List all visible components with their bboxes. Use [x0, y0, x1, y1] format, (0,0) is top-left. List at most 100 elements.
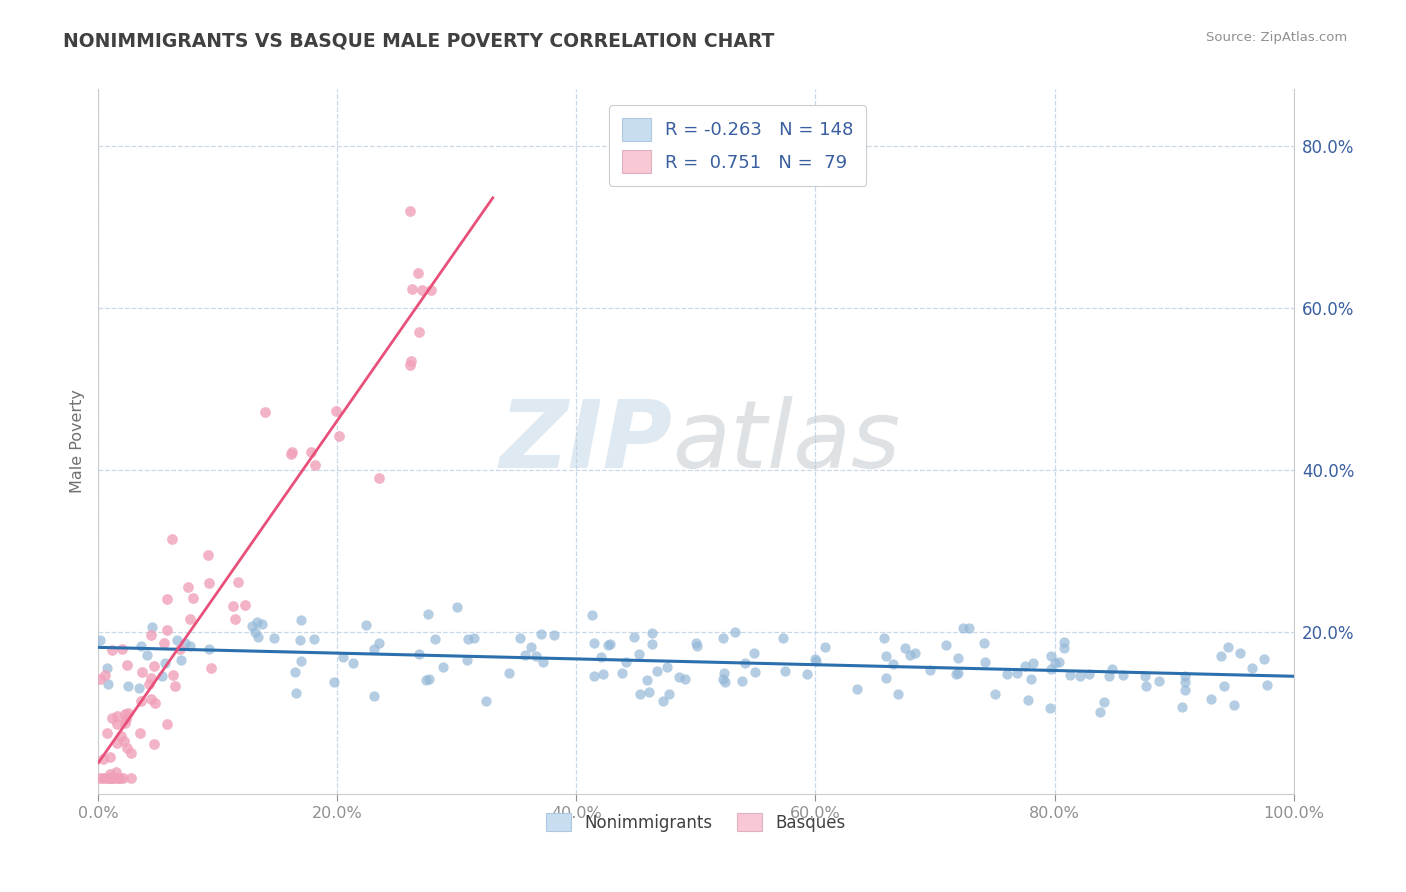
- Point: [423, 632, 446, 646]
- Point: [243, 624, 266, 639]
- Point: [281, 445, 304, 459]
- Point: [120, 771, 142, 785]
- Point: [97, 677, 120, 691]
- Point: [583, 669, 606, 683]
- Point: [1223, 698, 1246, 713]
- Point: [301, 444, 323, 458]
- Point: [845, 681, 868, 696]
- Point: [89, 632, 111, 647]
- Point: [599, 637, 621, 651]
- Point: [543, 627, 565, 641]
- Point: [463, 632, 485, 646]
- Point: [1174, 682, 1197, 697]
- Point: [363, 689, 385, 703]
- Point: [623, 630, 645, 644]
- Point: [138, 677, 160, 691]
- Point: [1216, 640, 1239, 654]
- Point: [156, 591, 179, 606]
- Point: [162, 667, 184, 681]
- Legend: Nonimmigrants, Basques: Nonimmigrants, Basques: [540, 806, 852, 838]
- Point: [524, 648, 547, 663]
- Point: [304, 458, 326, 472]
- Point: [530, 627, 553, 641]
- Point: [446, 599, 468, 614]
- Point: [903, 647, 925, 661]
- Point: [957, 621, 980, 635]
- Point: [995, 666, 1018, 681]
- Point: [456, 653, 478, 667]
- Point: [668, 670, 690, 684]
- Point: [744, 665, 766, 680]
- Point: [641, 626, 664, 640]
- Point: [246, 630, 269, 644]
- Point: [105, 716, 128, 731]
- Point: [411, 283, 433, 297]
- Point: [1039, 701, 1062, 715]
- Point: [1101, 662, 1123, 676]
- Point: [401, 353, 423, 368]
- Point: [115, 712, 138, 726]
- Point: [107, 771, 129, 785]
- Point: [173, 636, 195, 650]
- Point: [1039, 662, 1062, 676]
- Point: [240, 619, 263, 633]
- Point: [973, 636, 995, 650]
- Point: [197, 642, 219, 657]
- Point: [731, 673, 754, 688]
- Point: [96, 726, 118, 740]
- Point: [91, 771, 114, 785]
- Point: [166, 632, 188, 647]
- Point: [290, 655, 312, 669]
- Point: [418, 672, 440, 686]
- Point: [143, 696, 166, 710]
- Point: [150, 669, 173, 683]
- Point: [104, 764, 127, 779]
- Point: [920, 663, 942, 677]
- Point: [1240, 661, 1263, 675]
- Y-axis label: Male Poverty: Male Poverty: [69, 390, 84, 493]
- Point: [114, 707, 136, 722]
- Point: [169, 642, 191, 657]
- Point: [160, 532, 183, 546]
- Point: [328, 428, 350, 442]
- Point: [115, 741, 138, 756]
- Point: [170, 653, 193, 667]
- Point: [354, 618, 377, 632]
- Point: [323, 675, 346, 690]
- Point: [401, 282, 423, 296]
- Point: [253, 405, 276, 419]
- Point: [263, 631, 285, 645]
- Point: [93, 752, 115, 766]
- Point: [101, 643, 124, 657]
- Point: [139, 671, 162, 685]
- Point: [284, 665, 307, 679]
- Point: [796, 667, 818, 681]
- Point: [887, 687, 910, 701]
- Point: [627, 647, 650, 661]
- Point: [142, 659, 165, 673]
- Point: [519, 640, 541, 655]
- Point: [179, 639, 201, 653]
- Point: [100, 771, 122, 785]
- Point: [105, 708, 128, 723]
- Text: Source: ZipAtlas.com: Source: ZipAtlas.com: [1206, 31, 1347, 45]
- Point: [98, 766, 121, 780]
- Point: [368, 636, 391, 650]
- Point: [498, 666, 520, 681]
- Point: [117, 706, 139, 720]
- Point: [775, 664, 797, 678]
- Point: [105, 736, 128, 750]
- Point: [475, 694, 498, 708]
- Point: [101, 711, 124, 725]
- Point: [583, 636, 606, 650]
- Point: [1135, 679, 1157, 693]
- Point: [141, 620, 163, 634]
- Text: atlas: atlas: [672, 396, 900, 487]
- Point: [935, 639, 957, 653]
- Point: [153, 656, 176, 670]
- Point: [1059, 667, 1081, 681]
- Point: [432, 660, 454, 674]
- Point: [108, 771, 131, 785]
- Point: [1039, 649, 1062, 664]
- Point: [724, 625, 747, 640]
